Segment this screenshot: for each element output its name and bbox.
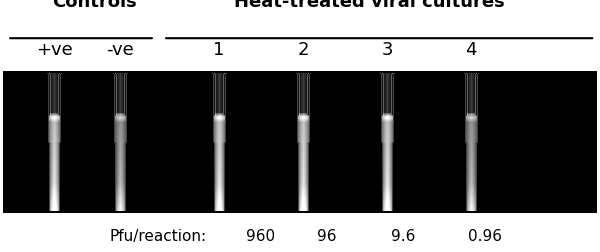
Text: 4: 4 — [465, 41, 477, 59]
Text: Pfu/reaction:: Pfu/reaction: — [110, 228, 207, 243]
Text: Heat-treated viral cultures: Heat-treated viral cultures — [233, 0, 505, 11]
Text: 9.6: 9.6 — [391, 228, 415, 243]
Text: 0.96: 0.96 — [468, 228, 502, 243]
Text: 1: 1 — [214, 41, 224, 59]
Text: -ve: -ve — [106, 41, 134, 59]
Text: 2: 2 — [297, 41, 309, 59]
Text: 3: 3 — [381, 41, 393, 59]
Text: +ve: +ve — [35, 41, 73, 59]
Text: Controls: Controls — [52, 0, 137, 11]
Text: 960: 960 — [247, 228, 275, 243]
Text: 96: 96 — [317, 228, 337, 243]
